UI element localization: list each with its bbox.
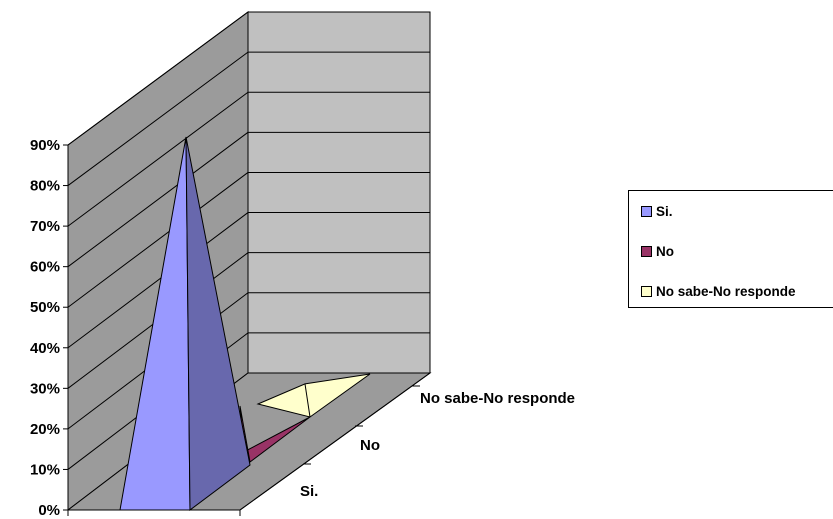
- legend-swatch-no: [641, 246, 652, 257]
- legend-label-no: No: [656, 244, 674, 259]
- gridline-side: [67, 51, 249, 186]
- category-label: No: [360, 437, 380, 454]
- legend-item-ns: No sabe-No responde: [641, 284, 796, 299]
- bar-face-front: [256, 373, 371, 418]
- y-axis-ticks: 0% 10% 20% 30% 40% 50% 60% 70% 80% 90%: [30, 137, 241, 519]
- legend-item-si: Si.: [641, 204, 673, 219]
- gridline-side: [67, 91, 249, 227]
- legend-swatch-ns: [641, 286, 652, 297]
- bar-si-: [119, 136, 251, 511]
- legend-label-ns: No sabe-No responde: [656, 284, 796, 299]
- gridline-side: [67, 11, 249, 146]
- y-tick-label: 20%: [30, 421, 60, 438]
- bar-face-side: [185, 136, 251, 511]
- y-tick-label: 80%: [30, 178, 60, 195]
- depth-axis-line: [239, 372, 431, 511]
- back-wall: [247, 11, 431, 374]
- gridline-side: [67, 172, 249, 308]
- y-tick-label: 30%: [30, 380, 60, 397]
- y-tick-label: 70%: [30, 218, 60, 235]
- bar-edge: [304, 383, 311, 418]
- category-label: No sabe-No responde: [420, 390, 575, 407]
- category-labels: Si. No No sabe-No responde: [239, 372, 575, 511]
- legend-label-si: Si.: [656, 204, 673, 219]
- legend: Si. No No sabe-No responde: [628, 190, 833, 308]
- bar-no-sabe-no-responde: [256, 373, 371, 418]
- y-tick-label: 10%: [30, 461, 60, 478]
- chart-walls: [66, 11, 432, 512]
- y-tick-label: 60%: [30, 259, 60, 276]
- bars: [119, 136, 371, 511]
- y-tick-label: 40%: [30, 340, 60, 357]
- legend-item-no: No: [641, 244, 674, 259]
- y-tick-label: 50%: [30, 299, 60, 316]
- legend-swatch-si: [641, 206, 652, 217]
- category-label: Si.: [300, 483, 318, 500]
- gridline-side: [67, 131, 249, 268]
- y-tick-label: 0%: [38, 502, 60, 519]
- y-tick-label: 90%: [30, 137, 60, 154]
- gridline-side: [67, 212, 249, 349]
